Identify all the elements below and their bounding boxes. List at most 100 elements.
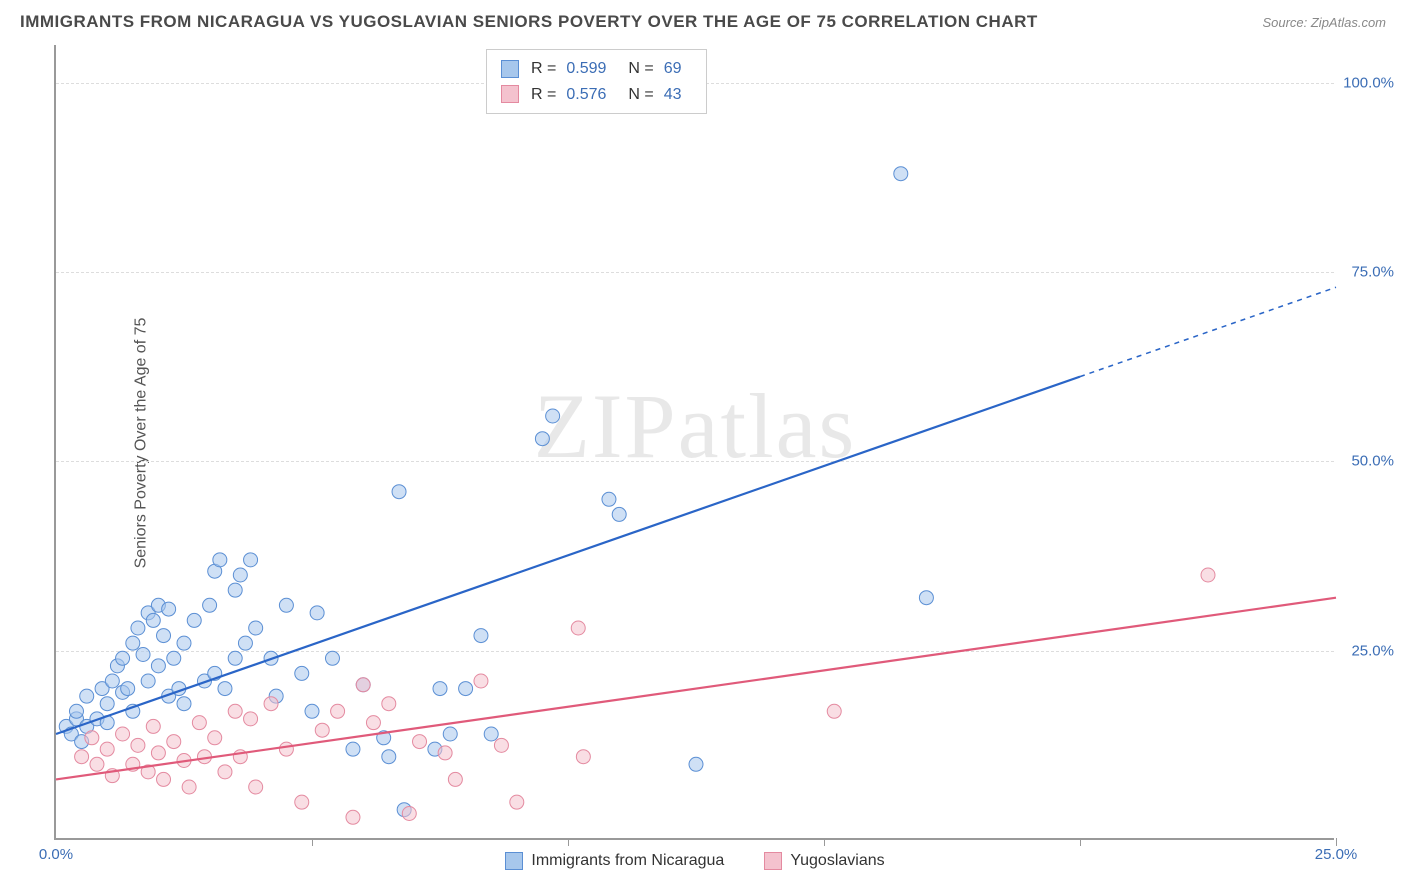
data-point (310, 606, 324, 620)
data-point (141, 674, 155, 688)
data-point (494, 738, 508, 752)
data-point (131, 621, 145, 635)
data-point (233, 568, 247, 582)
data-point (827, 704, 841, 718)
data-point (331, 704, 345, 718)
data-point (249, 621, 263, 635)
data-point (279, 598, 293, 612)
data-point (228, 651, 242, 665)
series-legend-item: Immigrants from Nicaragua (505, 852, 724, 870)
data-point (131, 738, 145, 752)
data-point (689, 757, 703, 771)
data-point (203, 598, 217, 612)
data-point (167, 651, 181, 665)
data-point (249, 780, 263, 794)
data-point (75, 750, 89, 764)
data-point (85, 731, 99, 745)
data-point (325, 651, 339, 665)
data-point (474, 629, 488, 643)
data-point (177, 636, 191, 650)
data-point (448, 772, 462, 786)
data-point (151, 659, 165, 673)
correlation-legend-row: R =0.576N =43 (501, 82, 692, 108)
data-point (366, 716, 380, 730)
trend-line (56, 598, 1336, 780)
data-point (612, 507, 626, 521)
data-point (546, 409, 560, 423)
data-point (413, 735, 427, 749)
data-point (510, 795, 524, 809)
data-point (346, 742, 360, 756)
correlation-legend: R =0.599N =69R =0.576N =43 (486, 49, 707, 114)
data-point (146, 719, 160, 733)
data-point (157, 629, 171, 643)
data-point (346, 810, 360, 824)
r-label: R = (531, 82, 556, 108)
legend-swatch (505, 852, 523, 870)
x-tick (824, 838, 825, 846)
data-point (208, 731, 222, 745)
data-point (1201, 568, 1215, 582)
x-tick (1080, 838, 1081, 846)
scatter-plot-svg (56, 45, 1334, 838)
data-point (213, 553, 227, 567)
data-point (187, 613, 201, 627)
data-point (535, 432, 549, 446)
data-point (459, 682, 473, 696)
data-point (244, 712, 258, 726)
y-tick-label: 100.0% (1343, 74, 1394, 91)
data-point (182, 780, 196, 794)
data-point (126, 636, 140, 650)
data-point (244, 553, 258, 567)
source-attribution: Source: ZipAtlas.com (1262, 15, 1386, 30)
y-tick-label: 75.0% (1351, 264, 1394, 281)
n-label: N = (628, 56, 653, 82)
data-point (576, 750, 590, 764)
n-value: 43 (664, 82, 682, 108)
data-point (382, 750, 396, 764)
data-point (100, 742, 114, 756)
data-point (571, 621, 585, 635)
n-label: N = (628, 82, 653, 108)
data-point (157, 772, 171, 786)
data-point (894, 167, 908, 181)
r-value: 0.599 (566, 56, 606, 82)
legend-swatch (764, 852, 782, 870)
data-point (146, 613, 160, 627)
legend-swatch (501, 85, 519, 103)
data-point (602, 492, 616, 506)
data-point (402, 807, 416, 821)
data-point (433, 682, 447, 696)
x-tick (312, 838, 313, 846)
data-point (116, 651, 130, 665)
data-point (228, 583, 242, 597)
y-tick-label: 25.0% (1351, 642, 1394, 659)
data-point (167, 735, 181, 749)
x-tick (1336, 838, 1337, 846)
data-point (90, 757, 104, 771)
data-point (443, 727, 457, 741)
plot-area: ZIPatlas 25.0%50.0%75.0%100.0% R =0.599N… (54, 45, 1334, 840)
data-point (177, 697, 191, 711)
data-point (218, 682, 232, 696)
legend-swatch (501, 60, 519, 78)
data-point (238, 636, 252, 650)
chart-title: IMMIGRANTS FROM NICARAGUA VS YUGOSLAVIAN… (20, 12, 1038, 32)
data-point (438, 746, 452, 760)
data-point (279, 742, 293, 756)
data-point (392, 485, 406, 499)
data-point (162, 602, 176, 616)
data-point (295, 666, 309, 680)
data-point (382, 697, 396, 711)
trend-line-extrapolated (1080, 287, 1336, 376)
n-value: 69 (664, 56, 682, 82)
chart-container: Seniors Poverty Over the Age of 75 ZIPat… (54, 45, 1394, 840)
series-legend: Immigrants from Nicaragua Yugoslavians (56, 852, 1334, 870)
data-point (295, 795, 309, 809)
data-point (356, 678, 370, 692)
data-point (80, 689, 94, 703)
data-point (264, 697, 278, 711)
data-point (116, 727, 130, 741)
correlation-legend-row: R =0.599N =69 (501, 56, 692, 82)
series-legend-label: Yugoslavians (790, 852, 884, 870)
